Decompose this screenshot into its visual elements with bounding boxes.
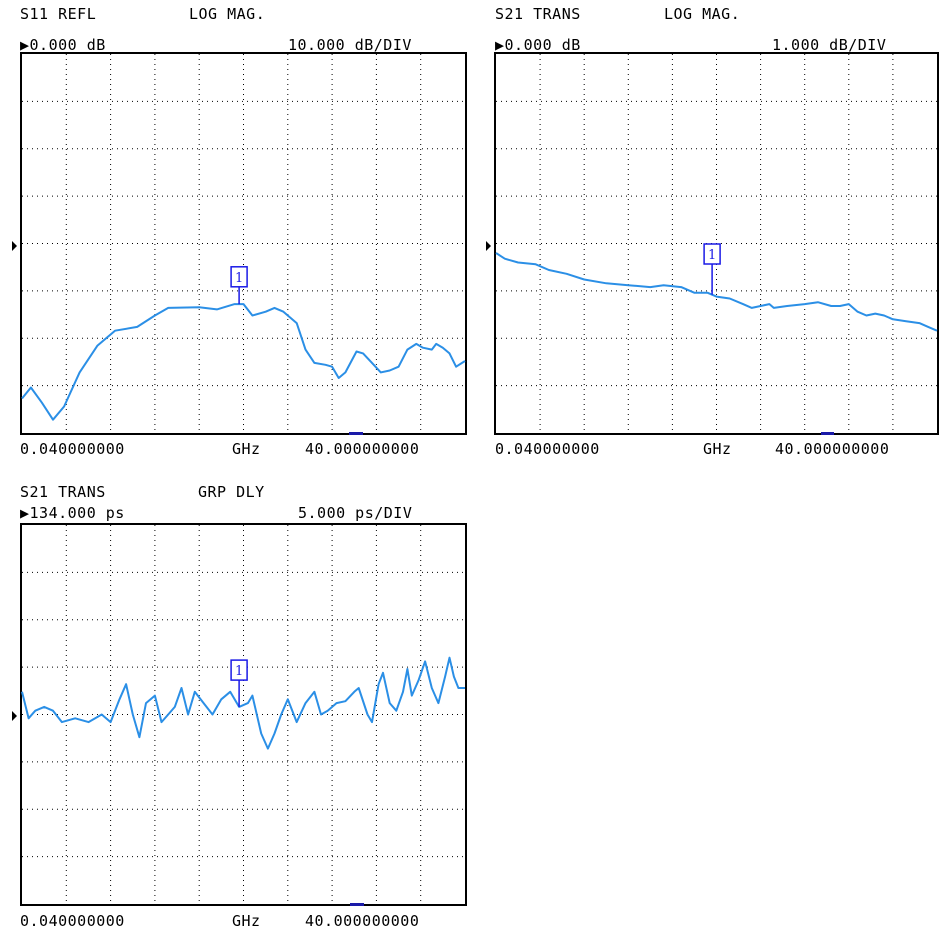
s21gd-trace <box>21 656 465 750</box>
s11-plot-area[interactable]: 1 <box>20 52 467 435</box>
s21-gd-scale: 5.000 ps/DIV <box>298 504 413 522</box>
marker-box <box>230 266 248 288</box>
s11-sweep-indicator <box>349 432 363 435</box>
s21-gd-start-frequency: 0.040000000 <box>20 912 125 930</box>
marker-label: 1 <box>708 248 716 263</box>
s21gd-marker-1: 1 <box>230 659 248 707</box>
s11-frequency-unit: GHz <box>232 440 261 458</box>
s11-format: LOG MAG. <box>189 5 266 23</box>
marker-label: 1 <box>235 664 243 679</box>
s21-mag-format: LOG MAG. <box>664 5 741 23</box>
s21-gd-title: S21 TRANS <box>20 483 106 501</box>
s11-stop-frequency: 40.000000000 <box>305 440 420 458</box>
s21-gd-format: GRP DLY <box>198 483 265 501</box>
s11-scale: 10.000 dB/DIV <box>288 36 412 54</box>
s21-mag-scale: 1.000 dB/DIV <box>772 36 887 54</box>
s21-gd-frequency-unit: GHz <box>232 912 261 930</box>
s11-title: S11 REFL <box>20 5 97 23</box>
s11-trace <box>21 303 466 421</box>
s21-mag-ref-value: ▶0.000 dB <box>495 36 581 54</box>
marker-box <box>230 659 248 681</box>
s21-mag-frequency-unit: GHz <box>703 440 732 458</box>
marker-label: 1 <box>235 271 243 286</box>
s21-gd-plot-area[interactable]: 1 <box>20 523 467 906</box>
s21mag-marker-1: 1 <box>703 243 721 295</box>
s11-marker-1: 1 <box>230 266 248 305</box>
s21mag-plot-svg: 1 <box>495 54 938 433</box>
s21-gd-sweep-indicator <box>350 903 364 906</box>
s21-gd-ref-value: ▶134.000 ps <box>20 504 125 522</box>
s11-reference-arrow-icon <box>12 241 17 251</box>
s21mag-trace <box>495 252 938 332</box>
s21gd-plot-svg: 1 <box>21 525 465 904</box>
s21-mag-stop-frequency: 40.000000000 <box>775 440 890 458</box>
s11-ref-value: ▶0.000 dB <box>20 36 106 54</box>
s21-mag-start-frequency: 0.040000000 <box>495 440 600 458</box>
s21-mag-reference-arrow-icon <box>486 241 491 251</box>
s21-gd-stop-frequency: 40.000000000 <box>305 912 420 930</box>
s21-mag-title: S21 TRANS <box>495 5 581 23</box>
s21-mag-plot-area[interactable]: 1 <box>494 52 939 435</box>
s21-gd-reference-arrow-icon <box>12 711 17 721</box>
s21-mag-sweep-indicator <box>821 432 834 435</box>
s11-start-frequency: 0.040000000 <box>20 440 125 458</box>
s11-plot-svg: 1 <box>21 54 466 433</box>
